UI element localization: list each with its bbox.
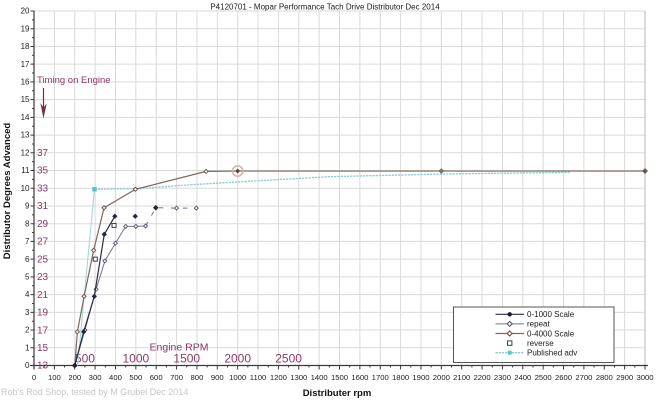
svg-text:5: 5	[25, 272, 30, 281]
svg-text:Engine RPM: Engine RPM	[150, 342, 209, 354]
svg-text:200: 200	[68, 373, 81, 382]
svg-text:17: 17	[21, 60, 30, 69]
svg-text:31: 31	[37, 201, 49, 212]
svg-text:9: 9	[25, 202, 30, 211]
svg-text:Published adv: Published adv	[527, 349, 577, 358]
svg-text:13: 13	[37, 361, 49, 372]
svg-text:500: 500	[129, 373, 142, 382]
svg-text:1: 1	[25, 343, 30, 352]
svg-text:0-1000 Scale: 0-1000 Scale	[527, 310, 575, 319]
svg-text:1700: 1700	[372, 373, 389, 382]
svg-text:10: 10	[21, 184, 30, 193]
svg-text:2: 2	[25, 326, 30, 335]
svg-text:15: 15	[37, 343, 49, 354]
svg-text:reverse: reverse	[527, 339, 554, 348]
svg-text:27: 27	[37, 237, 49, 248]
svg-text:29: 29	[37, 219, 49, 230]
svg-text:1900: 1900	[412, 373, 429, 382]
svg-text:19: 19	[37, 308, 49, 319]
svg-text:16: 16	[21, 78, 30, 87]
svg-text:3: 3	[25, 308, 30, 317]
svg-text:14: 14	[21, 113, 30, 122]
svg-text:1000: 1000	[229, 373, 246, 382]
svg-text:0: 0	[32, 373, 36, 382]
svg-text:21: 21	[37, 290, 49, 301]
svg-text:700: 700	[170, 373, 183, 382]
svg-text:Rob's Rod Shop, tested by M Gr: Rob's Rod Shop, tested by M Grubel Dec 2…	[1, 387, 188, 397]
svg-text:6: 6	[25, 255, 30, 264]
svg-text:repeat: repeat	[527, 320, 550, 329]
svg-text:8: 8	[25, 219, 30, 228]
svg-text:500: 500	[75, 352, 95, 366]
svg-text:23: 23	[37, 272, 49, 283]
svg-text:P4120701 - Mopar Performance T: P4120701 - Mopar Performance Tach Drive …	[210, 3, 440, 12]
svg-text:25: 25	[37, 254, 49, 265]
svg-text:1000: 1000	[122, 352, 149, 366]
svg-text:1500: 1500	[331, 373, 348, 382]
svg-text:15: 15	[21, 95, 30, 104]
svg-text:0: 0	[25, 361, 30, 370]
svg-text:33: 33	[37, 183, 49, 194]
svg-text:600: 600	[150, 373, 163, 382]
svg-text:2600: 2600	[555, 373, 572, 382]
svg-text:2800: 2800	[596, 373, 613, 382]
svg-text:18: 18	[21, 42, 30, 51]
svg-text:2300: 2300	[494, 373, 511, 382]
svg-text:Distributer rpm: Distributer rpm	[303, 388, 372, 399]
svg-text:1200: 1200	[270, 373, 287, 382]
svg-text:Distributor Degrees Advanced: Distributor Degrees Advanced	[2, 123, 13, 260]
svg-text:2400: 2400	[514, 373, 531, 382]
svg-text:12: 12	[21, 148, 30, 157]
svg-text:1500: 1500	[173, 352, 200, 366]
svg-text:17: 17	[37, 325, 49, 336]
svg-text:1100: 1100	[250, 373, 267, 382]
svg-text:1300: 1300	[290, 373, 307, 382]
svg-text:300: 300	[89, 373, 102, 382]
svg-text:900: 900	[211, 373, 224, 382]
svg-text:1600: 1600	[351, 373, 368, 382]
svg-text:Timing on Engine: Timing on Engine	[37, 75, 111, 86]
svg-text:2700: 2700	[575, 373, 592, 382]
svg-text:19: 19	[21, 24, 30, 33]
svg-text:13: 13	[21, 131, 30, 140]
svg-text:2500: 2500	[535, 373, 552, 382]
svg-text:2500: 2500	[275, 352, 302, 366]
svg-text:1800: 1800	[392, 373, 409, 382]
svg-text:37: 37	[37, 148, 49, 159]
svg-text:7: 7	[25, 237, 30, 246]
svg-text:35: 35	[37, 166, 49, 177]
svg-text:20: 20	[21, 7, 30, 16]
svg-text:0-4000 Scale: 0-4000 Scale	[527, 329, 575, 338]
svg-text:11: 11	[21, 166, 30, 175]
svg-text:100: 100	[48, 373, 61, 382]
svg-text:2900: 2900	[616, 373, 633, 382]
svg-text:3000: 3000	[636, 373, 653, 382]
svg-text:2100: 2100	[453, 373, 470, 382]
svg-text:400: 400	[109, 373, 122, 382]
svg-text:2200: 2200	[474, 373, 491, 382]
svg-text:800: 800	[191, 373, 204, 382]
svg-text:1400: 1400	[311, 373, 328, 382]
svg-text:4: 4	[25, 290, 30, 299]
svg-text:2000: 2000	[433, 373, 450, 382]
